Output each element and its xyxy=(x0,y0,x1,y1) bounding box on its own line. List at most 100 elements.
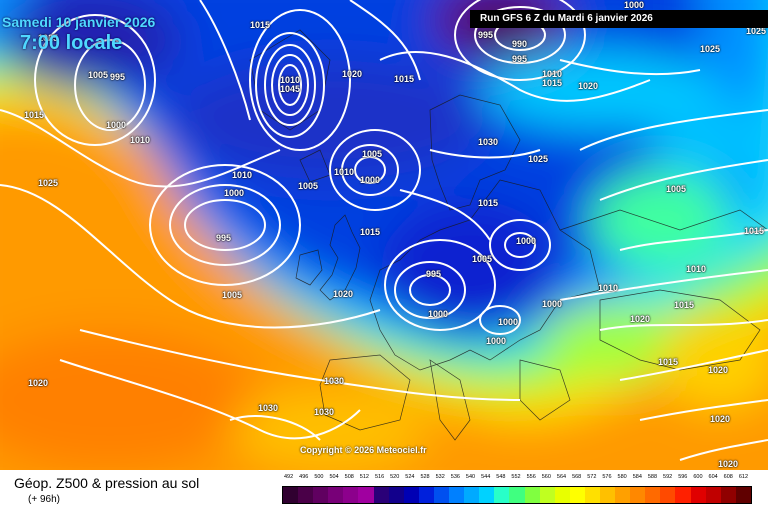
legend-value: 564 xyxy=(556,474,567,480)
legend-swatch xyxy=(403,487,419,503)
isobar-label: 1010 xyxy=(542,69,563,79)
isobar-label: 1010 xyxy=(686,264,707,274)
legend-swatch xyxy=(705,487,721,503)
isobar-label: 1030 xyxy=(258,403,279,413)
forecast-date: Samedi 10 janvier 2026 xyxy=(2,14,156,30)
legend-labels: 492 496 500 504 508 512 516 520 524 528 532 536 540 5… xyxy=(282,474,752,484)
isobar-label: 1015 xyxy=(658,357,679,367)
isobar-label: 1015 xyxy=(674,300,695,310)
isobar-label: 1030 xyxy=(324,376,345,386)
weather-map: 1025 1005 995 1015 1000 1010 1025 1015 1… xyxy=(0,0,768,470)
legend-swatch xyxy=(615,487,631,503)
isobar-label: 1005 xyxy=(88,70,109,80)
legend-swatch xyxy=(630,487,646,503)
legend-value: 512 xyxy=(359,474,369,480)
legend-swatch xyxy=(479,487,495,503)
isobar-label: 1000 xyxy=(542,299,563,309)
isobar-label: 1015 xyxy=(744,226,765,236)
legend-swatch xyxy=(690,487,706,503)
isobar-label: 1010 xyxy=(232,170,253,180)
legend-value: 604 xyxy=(708,474,718,480)
isobar-label: 1015 xyxy=(360,227,381,237)
legend-swatch xyxy=(449,487,465,503)
legend-swatch xyxy=(509,487,525,503)
legend-value: 580 xyxy=(617,474,627,480)
legend-swatch xyxy=(584,487,600,503)
isobar-label: 1020 xyxy=(578,81,599,91)
footer: Géop. Z500 & pression au sol (+ 96h) 492… xyxy=(0,470,768,512)
isobar-label: 1020 xyxy=(333,289,354,299)
isobar-label: 1005 xyxy=(298,181,319,191)
legend-swatch xyxy=(569,487,585,503)
isobar-label: 1005 xyxy=(666,184,687,194)
legend-swatch xyxy=(524,487,540,503)
isobar-label: 995 xyxy=(426,269,442,279)
legend-value: 544 xyxy=(481,474,491,480)
legend-value: 560 xyxy=(541,474,551,480)
legend-swatch xyxy=(418,487,434,503)
legend-swatch xyxy=(298,487,314,503)
isobar-label: 1005 xyxy=(222,290,243,300)
legend-value: 528 xyxy=(420,474,430,480)
isobar-label: 1015 xyxy=(478,198,499,208)
legend-value: 568 xyxy=(572,474,582,480)
isobar-label: 990 xyxy=(512,39,528,49)
legend-swatch xyxy=(660,487,676,503)
isobar-label: 1020 xyxy=(710,414,731,424)
isobar-label: 1025 xyxy=(700,44,721,54)
legend-swatch xyxy=(313,487,329,503)
legend-value: 532 xyxy=(435,474,445,480)
isobar-label: 1020 xyxy=(28,378,49,388)
legend-swatch xyxy=(494,487,510,503)
isobar-label: 995 xyxy=(478,30,494,40)
isobar-label: 1000 xyxy=(224,188,245,198)
legend-value: 540 xyxy=(465,474,476,480)
geopotential-field xyxy=(0,0,768,470)
legend-value: 496 xyxy=(299,474,309,480)
isobar-label: 1000 xyxy=(624,0,645,10)
forecast-lead-time: (+ 96h) xyxy=(28,494,60,505)
legend-value: 516 xyxy=(374,474,385,480)
legend-swatch xyxy=(433,487,450,503)
legend-swatch xyxy=(539,487,555,503)
legend-value: 552 xyxy=(511,474,521,480)
isobar-label: 995 xyxy=(216,233,232,243)
legend-value: 508 xyxy=(344,474,354,480)
legend-value: 492 xyxy=(284,474,294,480)
isobar-label: 1000 xyxy=(428,309,449,319)
copyright: Copyright © 2026 Meteociel.fr xyxy=(300,445,427,455)
isobar-label: 1020 xyxy=(708,365,729,375)
legend-value: 596 xyxy=(678,474,688,480)
legend-swatch xyxy=(645,487,661,503)
isobar-label: 1015 xyxy=(542,78,563,88)
isobar-label: 1000 xyxy=(360,175,381,185)
legend-value: 608 xyxy=(723,474,733,480)
isobar-label: 1020 xyxy=(718,459,739,469)
isobar-label: 1025 xyxy=(38,178,59,188)
isobar-label: 1010 xyxy=(280,75,301,85)
legend-colorbar xyxy=(282,486,752,504)
legend-swatch xyxy=(464,487,480,503)
isobar-label: 1020 xyxy=(342,69,363,79)
legend-value: 524 xyxy=(405,474,415,480)
isobar-label: 1015 xyxy=(24,110,45,120)
isobar-label: 1030 xyxy=(314,407,335,417)
isobar-label: 1000 xyxy=(498,317,519,327)
isobar-label: 1000 xyxy=(486,336,507,346)
legend-value: 576 xyxy=(602,474,612,480)
legend-value: 520 xyxy=(390,474,400,480)
legend-value: 548 xyxy=(496,474,506,480)
legend-value: 588 xyxy=(647,474,658,480)
isobar-label: 1045 xyxy=(280,84,301,94)
legend-swatch xyxy=(358,487,374,503)
isobar-label: 1000 xyxy=(516,236,537,246)
isobar-label: 1020 xyxy=(630,314,651,324)
legend-value: 500 xyxy=(314,474,324,480)
isobar-label: 1030 xyxy=(478,137,499,147)
isobar-label: 1005 xyxy=(362,149,383,159)
legend-value: 572 xyxy=(587,474,597,480)
isobar-label: 1025 xyxy=(528,154,549,164)
chart-title: Géop. Z500 & pression au sol xyxy=(14,475,200,491)
legend-swatch xyxy=(388,487,404,503)
model-run-label: Run GFS 6 Z du Mardi 6 janvier 2026 xyxy=(470,10,768,28)
